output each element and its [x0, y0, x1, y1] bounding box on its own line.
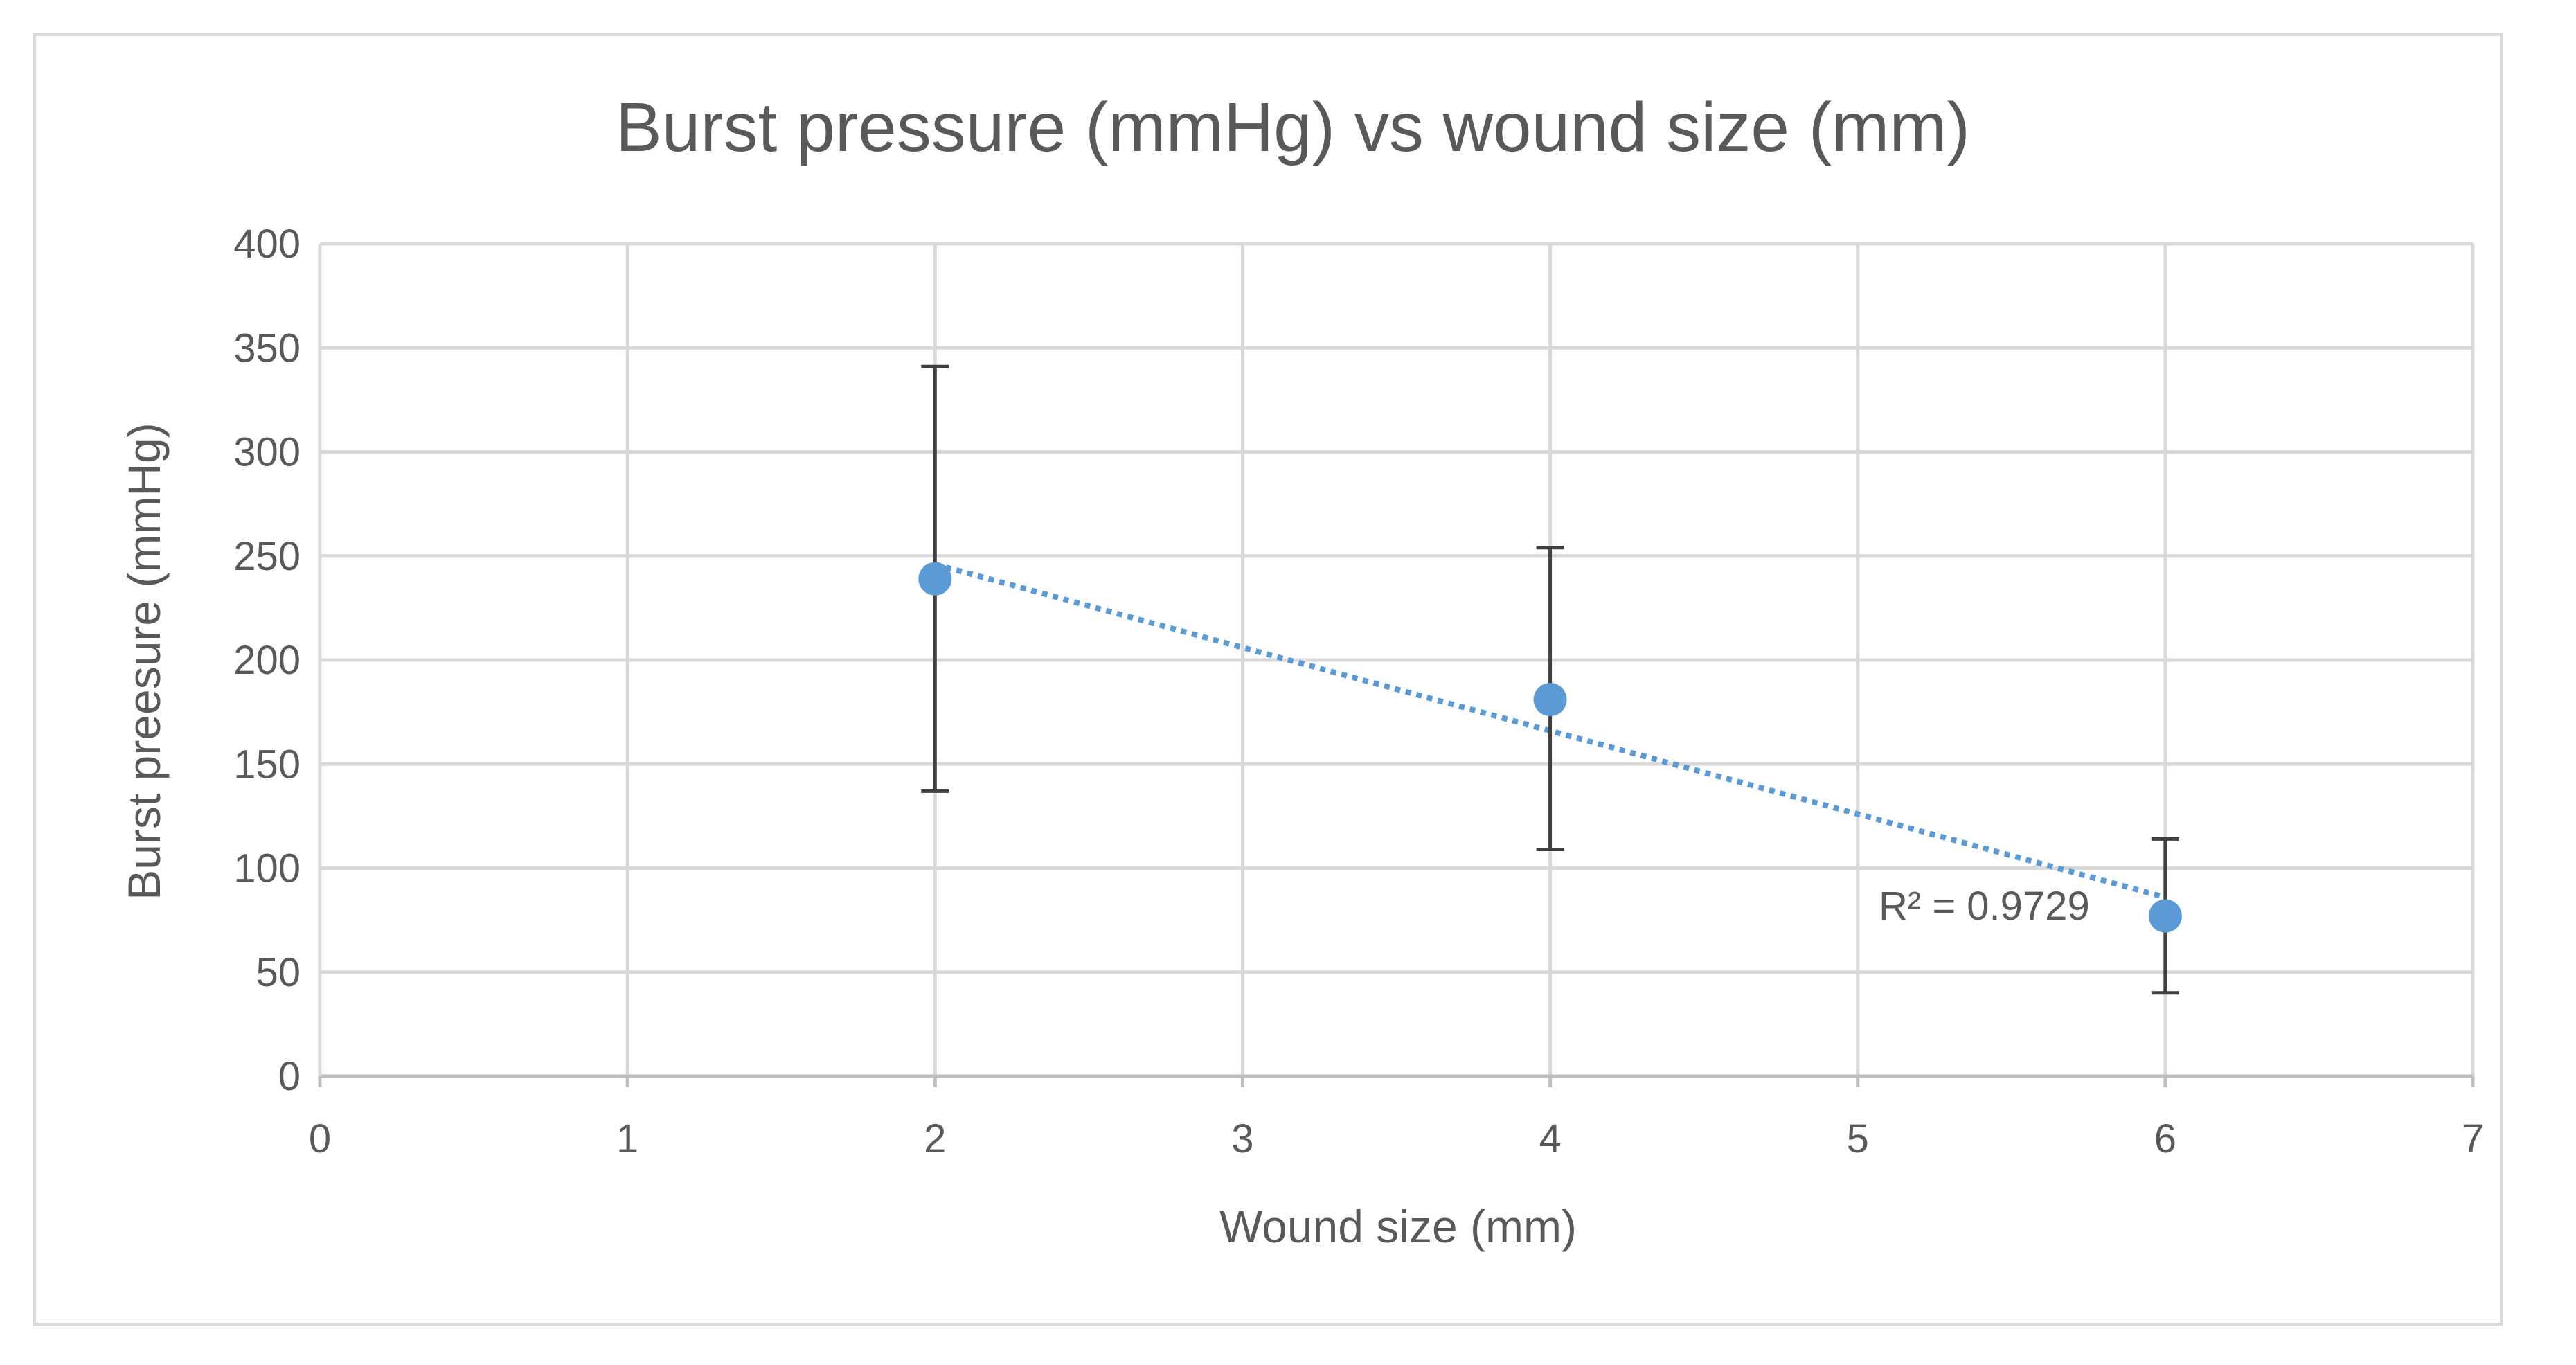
x-tick-label: 5: [1847, 1116, 1869, 1161]
y-tick-label: 50: [256, 950, 301, 995]
data-points: [918, 562, 2182, 933]
y-tick-label: 0: [278, 1054, 301, 1099]
data-point: [1533, 683, 1567, 717]
y-tick-label: 400: [233, 222, 301, 267]
r-squared-label: R² = 0.9729: [1879, 884, 2090, 929]
chart-container: [33, 33, 2503, 1326]
trendline-line: [934, 561, 2166, 900]
y-tick-label: 150: [233, 742, 301, 787]
x-tick-label: 3: [1231, 1116, 1253, 1161]
y-tick-label: 100: [233, 846, 301, 891]
chart-title: Burst pressure (mmHg) vs wound size (mm): [616, 89, 1970, 166]
axes: [318, 244, 2475, 1087]
trendline: [934, 561, 2166, 900]
x-tick-label: 0: [309, 1116, 331, 1161]
data-point: [2148, 899, 2182, 933]
tick-labels: 0 50 100 150 200 250 300 350 400 0 1 2 3 4 5 6 7: [233, 222, 2484, 1161]
x-tick-label: 1: [616, 1116, 638, 1161]
x-tick-label: 2: [924, 1116, 946, 1161]
data-point: [918, 562, 952, 596]
x-tick-label: 6: [2154, 1116, 2176, 1161]
grid: [320, 242, 2475, 1076]
y-tick-label: 250: [233, 534, 301, 579]
x-tick-label: 4: [1539, 1116, 1561, 1161]
y-tick-label: 300: [233, 430, 301, 475]
x-tick-label: 7: [2462, 1116, 2484, 1161]
x-axis-title: Wound size (mm): [1219, 1201, 1577, 1252]
y-tick-label: 350: [233, 325, 301, 371]
y-axis-title: Burst preesure (mmHg): [118, 422, 170, 900]
y-tick-label: 200: [233, 638, 301, 683]
